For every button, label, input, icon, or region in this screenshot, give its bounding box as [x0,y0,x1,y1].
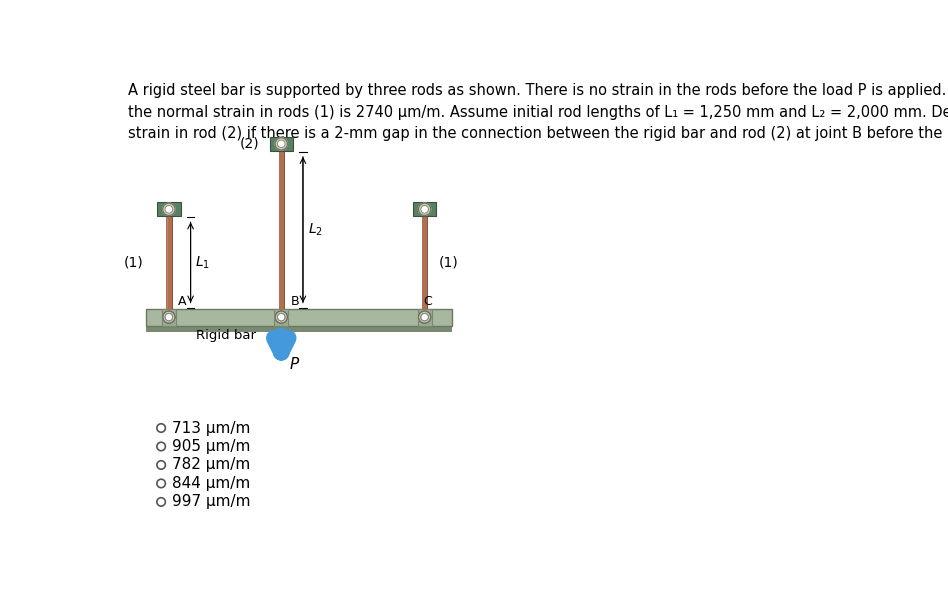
Bar [418,309,431,325]
Circle shape [156,461,165,469]
Bar [269,137,293,151]
Bar [279,151,284,309]
Text: C: C [423,295,432,308]
Circle shape [421,313,428,321]
Text: Rigid bar: Rigid bar [196,330,256,343]
Text: B: B [290,295,300,308]
Bar [157,202,180,216]
Circle shape [165,205,173,213]
Text: (2): (2) [240,137,260,151]
Circle shape [156,442,165,451]
Bar [422,216,428,309]
Text: (1): (1) [439,255,458,269]
Bar [166,216,172,309]
Circle shape [163,203,175,215]
Circle shape [421,313,428,321]
Text: $P$: $P$ [289,356,301,372]
Bar [413,202,436,216]
Text: A rigid steel bar is supported by three rods as shown. There is no strain in the: A rigid steel bar is supported by three … [128,83,948,141]
Circle shape [278,140,285,148]
Circle shape [418,203,430,215]
Bar [166,216,168,309]
Text: A: A [178,295,187,308]
Circle shape [421,205,428,213]
Bar [279,151,280,309]
Circle shape [278,313,285,321]
Bar [162,309,175,325]
Circle shape [156,479,165,488]
Text: $L_2$: $L_2$ [307,221,322,238]
Text: 782 μm/m: 782 μm/m [172,458,250,472]
Bar [274,309,288,325]
Circle shape [165,313,173,321]
Circle shape [163,311,175,323]
Circle shape [275,311,287,323]
Circle shape [418,311,430,323]
Text: (1): (1) [123,255,143,269]
Circle shape [418,311,430,323]
Text: 713 μm/m: 713 μm/m [172,421,250,435]
Text: 905 μm/m: 905 μm/m [172,439,250,454]
Bar [146,325,452,331]
Circle shape [156,498,165,506]
Circle shape [163,311,175,323]
Text: $L_1$: $L_1$ [195,254,210,271]
Bar [422,216,423,309]
Text: 844 μm/m: 844 μm/m [172,476,250,491]
Circle shape [275,138,287,150]
Text: 997 μm/m: 997 μm/m [172,494,250,509]
Circle shape [165,313,173,321]
Circle shape [156,424,165,432]
Circle shape [278,313,285,321]
Bar [146,309,452,325]
Circle shape [275,311,287,323]
